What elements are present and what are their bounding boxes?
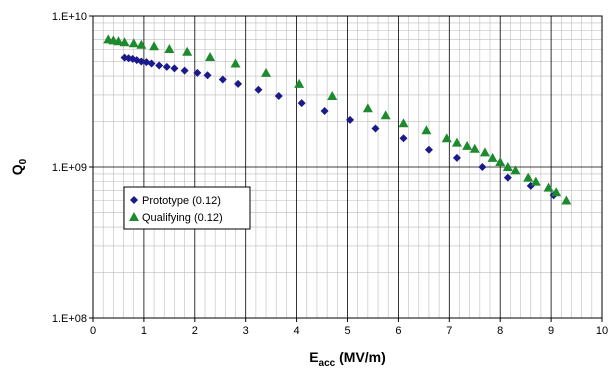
triangle-data-point xyxy=(380,110,391,120)
y-tick-label: 1.E+09 xyxy=(52,162,87,174)
legend-label: Qualifying (0.12) xyxy=(142,212,223,224)
diamond-data-point xyxy=(424,145,433,154)
triangle-data-point xyxy=(164,43,175,53)
x-tick-label: 6 xyxy=(395,325,401,337)
series-triangle xyxy=(103,34,572,205)
diamond-data-point xyxy=(203,71,212,80)
triangle-data-point xyxy=(128,38,139,48)
x-tick-label: 10 xyxy=(596,325,608,337)
diamond-data-point xyxy=(193,68,202,77)
major-gridlines xyxy=(93,16,602,318)
triangle-data-point xyxy=(551,187,562,197)
triangle-data-point xyxy=(441,133,452,143)
legend-box xyxy=(123,186,251,230)
triangle-data-point xyxy=(510,165,521,175)
diamond-data-point xyxy=(147,59,156,68)
x-tick-label: 7 xyxy=(446,325,452,337)
x-tick-label: 1 xyxy=(141,325,147,337)
triangle-data-point xyxy=(182,46,193,56)
triangle-data-point xyxy=(479,147,490,157)
diamond-data-point xyxy=(170,64,179,73)
triangle-data-point xyxy=(421,125,432,135)
y-axis-title: Q0 xyxy=(9,158,29,175)
diamond-data-point xyxy=(478,163,487,171)
triangle-data-point xyxy=(230,58,241,68)
x-tick-label: 8 xyxy=(497,325,503,337)
legend-label: Prototype (0.12) xyxy=(142,195,221,207)
x-tick-label: 2 xyxy=(192,325,198,337)
triangle-data-point xyxy=(149,41,160,51)
x-tick-label: 9 xyxy=(548,325,554,337)
y-axis-ticks: 1.E+08 1.E+09 1.E+10 xyxy=(52,11,93,325)
triangle-data-point xyxy=(530,176,541,186)
triangle-data-point xyxy=(451,137,462,147)
x-tick-label: 4 xyxy=(294,325,300,337)
triangle-data-point xyxy=(261,67,272,77)
diamond-data-point xyxy=(297,99,306,108)
triangle-data-point xyxy=(398,118,409,128)
triangle-data-point xyxy=(543,182,554,192)
triangle-data-point xyxy=(119,37,130,47)
triangle-data-point xyxy=(327,91,338,101)
x-tick-label: 3 xyxy=(243,325,249,337)
triangle-data-point xyxy=(362,103,373,113)
y-tick-label: 1.E+08 xyxy=(52,313,87,325)
triangle-data-point xyxy=(294,78,305,88)
legend-diamond-marker xyxy=(130,196,138,204)
legend-item: Qualifying (0.12) xyxy=(129,212,223,224)
x-tick-label: 0 xyxy=(90,325,96,337)
x-axis-title: Eacc (MV/m) xyxy=(309,349,386,369)
legend-item: Prototype (0.12) xyxy=(130,195,221,207)
diamond-data-point xyxy=(503,173,512,182)
x-tick-label: 5 xyxy=(344,325,350,337)
triangle-data-point xyxy=(469,143,480,153)
triangle-data-point xyxy=(136,39,147,49)
diamond-data-point xyxy=(234,79,243,88)
diamond-data-point xyxy=(346,115,355,124)
diamond-data-point xyxy=(132,56,141,65)
triangle-data-point xyxy=(462,140,473,150)
y-tick-label: 1.E+10 xyxy=(52,11,87,23)
x-axis-ticks: 0 1 2 3 4 5 6 7 8 9 10 xyxy=(90,318,608,337)
triangle-data-point xyxy=(502,162,513,171)
triangle-data-point xyxy=(523,172,534,182)
triangle-data-point xyxy=(205,52,216,62)
diamond-data-point xyxy=(180,66,189,75)
diamond-data-point xyxy=(320,106,329,115)
legend: Prototype (0.12) Qualifying (0.12) xyxy=(123,186,251,230)
diamond-data-point xyxy=(218,75,227,84)
diamond-data-point xyxy=(274,92,283,101)
diamond-data-point xyxy=(137,57,146,66)
triangle-data-point xyxy=(113,36,124,46)
diamond-data-point xyxy=(371,124,380,133)
diamond-data-point xyxy=(254,85,263,94)
diamond-data-point xyxy=(399,134,408,143)
diamond-data-point xyxy=(452,153,461,162)
triangle-data-point xyxy=(495,156,506,166)
diamond-data-point xyxy=(162,62,171,71)
legend-triangle-marker xyxy=(129,212,139,221)
series-layer xyxy=(103,34,572,205)
diamond-data-point xyxy=(155,61,164,70)
triangle-data-point xyxy=(487,152,498,162)
triangle-data-point xyxy=(561,195,572,205)
